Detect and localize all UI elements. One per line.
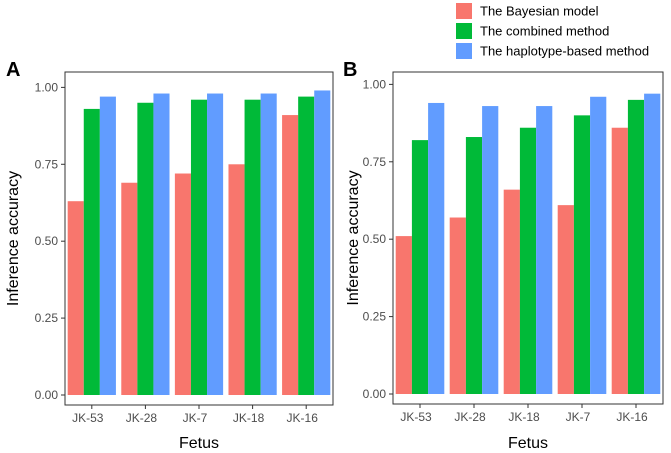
bar-jk-7-the-bayesian-model — [174, 173, 191, 395]
y-tick-label: 0.00 — [363, 387, 387, 401]
bar-jk-28-the-haplotype-based-method — [153, 93, 170, 395]
bar-jk-18-the-combined-method — [244, 99, 261, 395]
x-tick-label-jk-28: JK-28 — [454, 410, 486, 424]
y-axis-title: Inference accuracy — [5, 171, 22, 306]
bar-jk-28-the-bayesian-model — [449, 217, 466, 394]
bar-jk-53-the-combined-method — [411, 140, 429, 394]
bar-jk-28-the-combined-method — [465, 137, 483, 394]
x-tick-label-jk-28: JK-28 — [126, 411, 158, 425]
bar-jk-53-the-bayesian-model — [67, 201, 84, 395]
bar-jk-16-the-haplotype-based-method — [314, 90, 331, 396]
legend: The Bayesian model The combined method The… — [456, 3, 649, 59]
bar-jk-28-the-combined-method — [137, 102, 154, 395]
bar-jk-16-the-combined-method — [627, 99, 645, 395]
y-tick-label: 0.75 — [35, 157, 59, 171]
y-tick-label: 0.25 — [35, 311, 59, 325]
bar-jk-7-the-combined-method — [573, 115, 591, 394]
bar-jk-7-the-haplotype-based-method — [590, 96, 607, 395]
bar-jk-18-the-haplotype-based-method — [536, 106, 553, 394]
bar-jk-16-the-bayesian-model — [282, 115, 299, 395]
bar-jk-18-the-bayesian-model — [503, 189, 520, 394]
x-tick-label-jk-53: JK-53 — [72, 411, 104, 425]
bar-jk-53-the-haplotype-based-method — [99, 96, 116, 396]
panel-b: B 0.00 0.25 0.50 0.75 1.00 JK-53 JK-28 JK-18 JK-7… — [343, 59, 664, 452]
bar-jk-28-the-bayesian-model — [121, 182, 138, 395]
bar-jk-28-the-haplotype-based-method — [482, 106, 499, 394]
x-axis-title: Fetus — [179, 435, 219, 452]
bar-jk-16-the-combined-method — [298, 96, 315, 396]
panel-letter: B — [343, 59, 357, 81]
x-tick-label-jk-53: JK-53 — [400, 410, 432, 424]
x-tick-label-jk-16: JK-16 — [287, 411, 319, 425]
bar-jk-53-the-bayesian-model — [395, 236, 412, 394]
panel-letter: A — [6, 59, 20, 81]
bar-jk-7-the-haplotype-based-method — [207, 93, 224, 395]
legend-key-the-bayesian-model — [456, 3, 472, 19]
bar-jk-53-the-combined-method — [83, 108, 100, 395]
bar-jk-16-the-bayesian-model — [611, 127, 628, 394]
y-tick-label: 1.00 — [363, 77, 387, 91]
x-tick-label-jk-7: JK-7 — [183, 411, 208, 425]
panel-a: A 0.00 0.25 0.50 0.75 1.00 JK-53 JK-28 JK-7 JK-18… — [5, 59, 334, 452]
y-tick-label: 0.75 — [363, 155, 387, 169]
legend-label-the-bayesian-model: The Bayesian model — [480, 4, 599, 19]
x-tick-label-jk-16: JK-16 — [616, 410, 648, 424]
y-tick-label: 0.50 — [35, 234, 59, 248]
legend-label-the-combined-method: The combined method — [480, 24, 609, 39]
bar-jk-53-the-haplotype-based-method — [428, 102, 445, 395]
x-tick-label-jk-18: JK-18 — [233, 411, 265, 425]
y-axis-title: Inference accuracy — [345, 170, 362, 305]
y-tick-label: 1.00 — [35, 80, 59, 94]
y-tick-label: 0.50 — [363, 232, 387, 246]
bar-jk-18-the-haplotype-based-method — [260, 93, 277, 395]
bar-jk-18-the-combined-method — [519, 127, 537, 394]
bar-jk-18-the-bayesian-model — [228, 164, 245, 395]
legend-label-the-haplotype-based-method: The haplotype-based method — [480, 44, 649, 59]
bar-jk-16-the-haplotype-based-method — [644, 93, 661, 395]
x-tick-label-jk-18: JK-18 — [508, 410, 540, 424]
x-tick-label-jk-7: JK-7 — [566, 410, 591, 424]
y-tick-label: 0.25 — [363, 310, 387, 324]
x-axis-title: Fetus — [508, 435, 548, 452]
bar-jk-7-the-bayesian-model — [557, 205, 574, 394]
legend-key-the-combined-method — [456, 23, 472, 39]
bar-jk-7-the-combined-method — [190, 99, 208, 395]
y-tick-label: 0.00 — [35, 388, 59, 402]
legend-key-the-haplotype-based-method — [456, 43, 472, 59]
